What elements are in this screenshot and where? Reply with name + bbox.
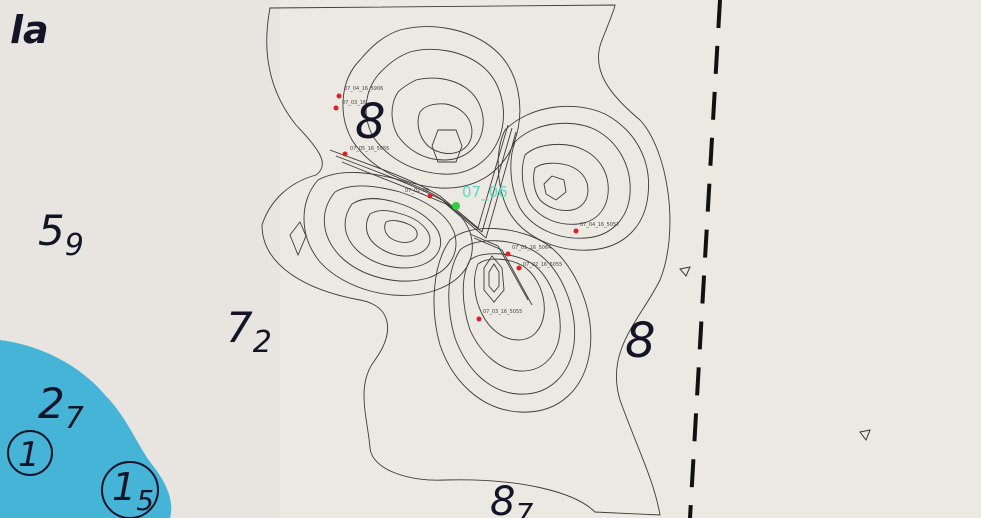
depth-label: 8 [625, 313, 656, 369]
contour-south-6 [488, 263, 500, 293]
contour-south-2 [448, 240, 576, 395]
contour-west-5 [384, 220, 418, 243]
sample-point-marker [505, 251, 511, 257]
center-point-label: 07_06 [462, 183, 508, 202]
contour-south-3 [462, 253, 561, 372]
triangle-marker-icon [859, 429, 871, 442]
circled-depth-ring [7, 430, 53, 476]
sample-point-label: 07_01_16_5064 [512, 245, 551, 251]
contour-east-1 [497, 105, 650, 251]
circled-depth-ring [101, 461, 159, 518]
depth-label: 72 [226, 303, 272, 360]
sample-point-marker [476, 316, 482, 322]
contour-south-4 [474, 258, 545, 341]
depth-soundings: la 8 59 72 8 27 15 87 1 [10, 8, 656, 518]
sample-point-marker [342, 151, 348, 157]
contour-south-1 [433, 227, 592, 413]
contour-south-5 [483, 255, 505, 303]
contour-north-4 [417, 103, 473, 154]
contour-west-2 [323, 185, 457, 282]
shallow-water-area [0, 340, 172, 518]
depth-label: 27 [38, 379, 84, 436]
sample-point-marker [573, 228, 579, 234]
depth-label: 1 [18, 435, 40, 475]
contour-east-3 [521, 143, 609, 225]
contour-north-5 [431, 129, 463, 163]
sample-point-marker [336, 93, 342, 99]
dashed-boundary-line [688, 0, 722, 518]
contour-east-5 [543, 175, 567, 201]
contour-north-1 [342, 26, 521, 189]
contour-north-2 [365, 48, 504, 175]
sample-point-label: 07_02_16_5055 [523, 262, 562, 268]
depth-label: 59 [38, 206, 84, 263]
contour-convergence-2 [335, 127, 513, 233]
depth-label: 15 [112, 465, 154, 517]
contour-east-2 [510, 122, 631, 239]
sample-point-marker [333, 105, 339, 111]
triangle-marker-icon [679, 266, 691, 277]
sample-point-label: 07_05_16_5055 [350, 146, 389, 152]
sample-point-label: 07_03_16_5055 [483, 309, 522, 315]
depth-label: 8 [355, 94, 386, 150]
sample-point-label: 07_04_16_5906 [344, 86, 383, 92]
depth-label: 87 [490, 479, 533, 518]
sample-point-label: 07_03_16 [342, 100, 366, 106]
sample-points: 07_04_16_5906 07_03_16 07_05_16_5055 07_… [333, 86, 619, 322]
contour-outer [261, 4, 671, 516]
contour-convergence-3 [341, 131, 517, 239]
sample-point-marker [516, 265, 522, 271]
contour-north-3 [391, 77, 484, 161]
contour-west-3 [344, 198, 442, 269]
center-point-marker[interactable] [452, 202, 460, 210]
sample-point-label: 07_04_16_5057 [580, 222, 619, 228]
contour-convergence-5 [473, 237, 533, 306]
sample-point-label: 07_02_06 [405, 188, 429, 194]
depth-label: la [10, 8, 49, 52]
contour-east-4 [533, 162, 589, 211]
contour-convergence-4 [469, 233, 529, 301]
sample-point-marker [427, 193, 433, 199]
contour-west-4 [365, 210, 431, 257]
